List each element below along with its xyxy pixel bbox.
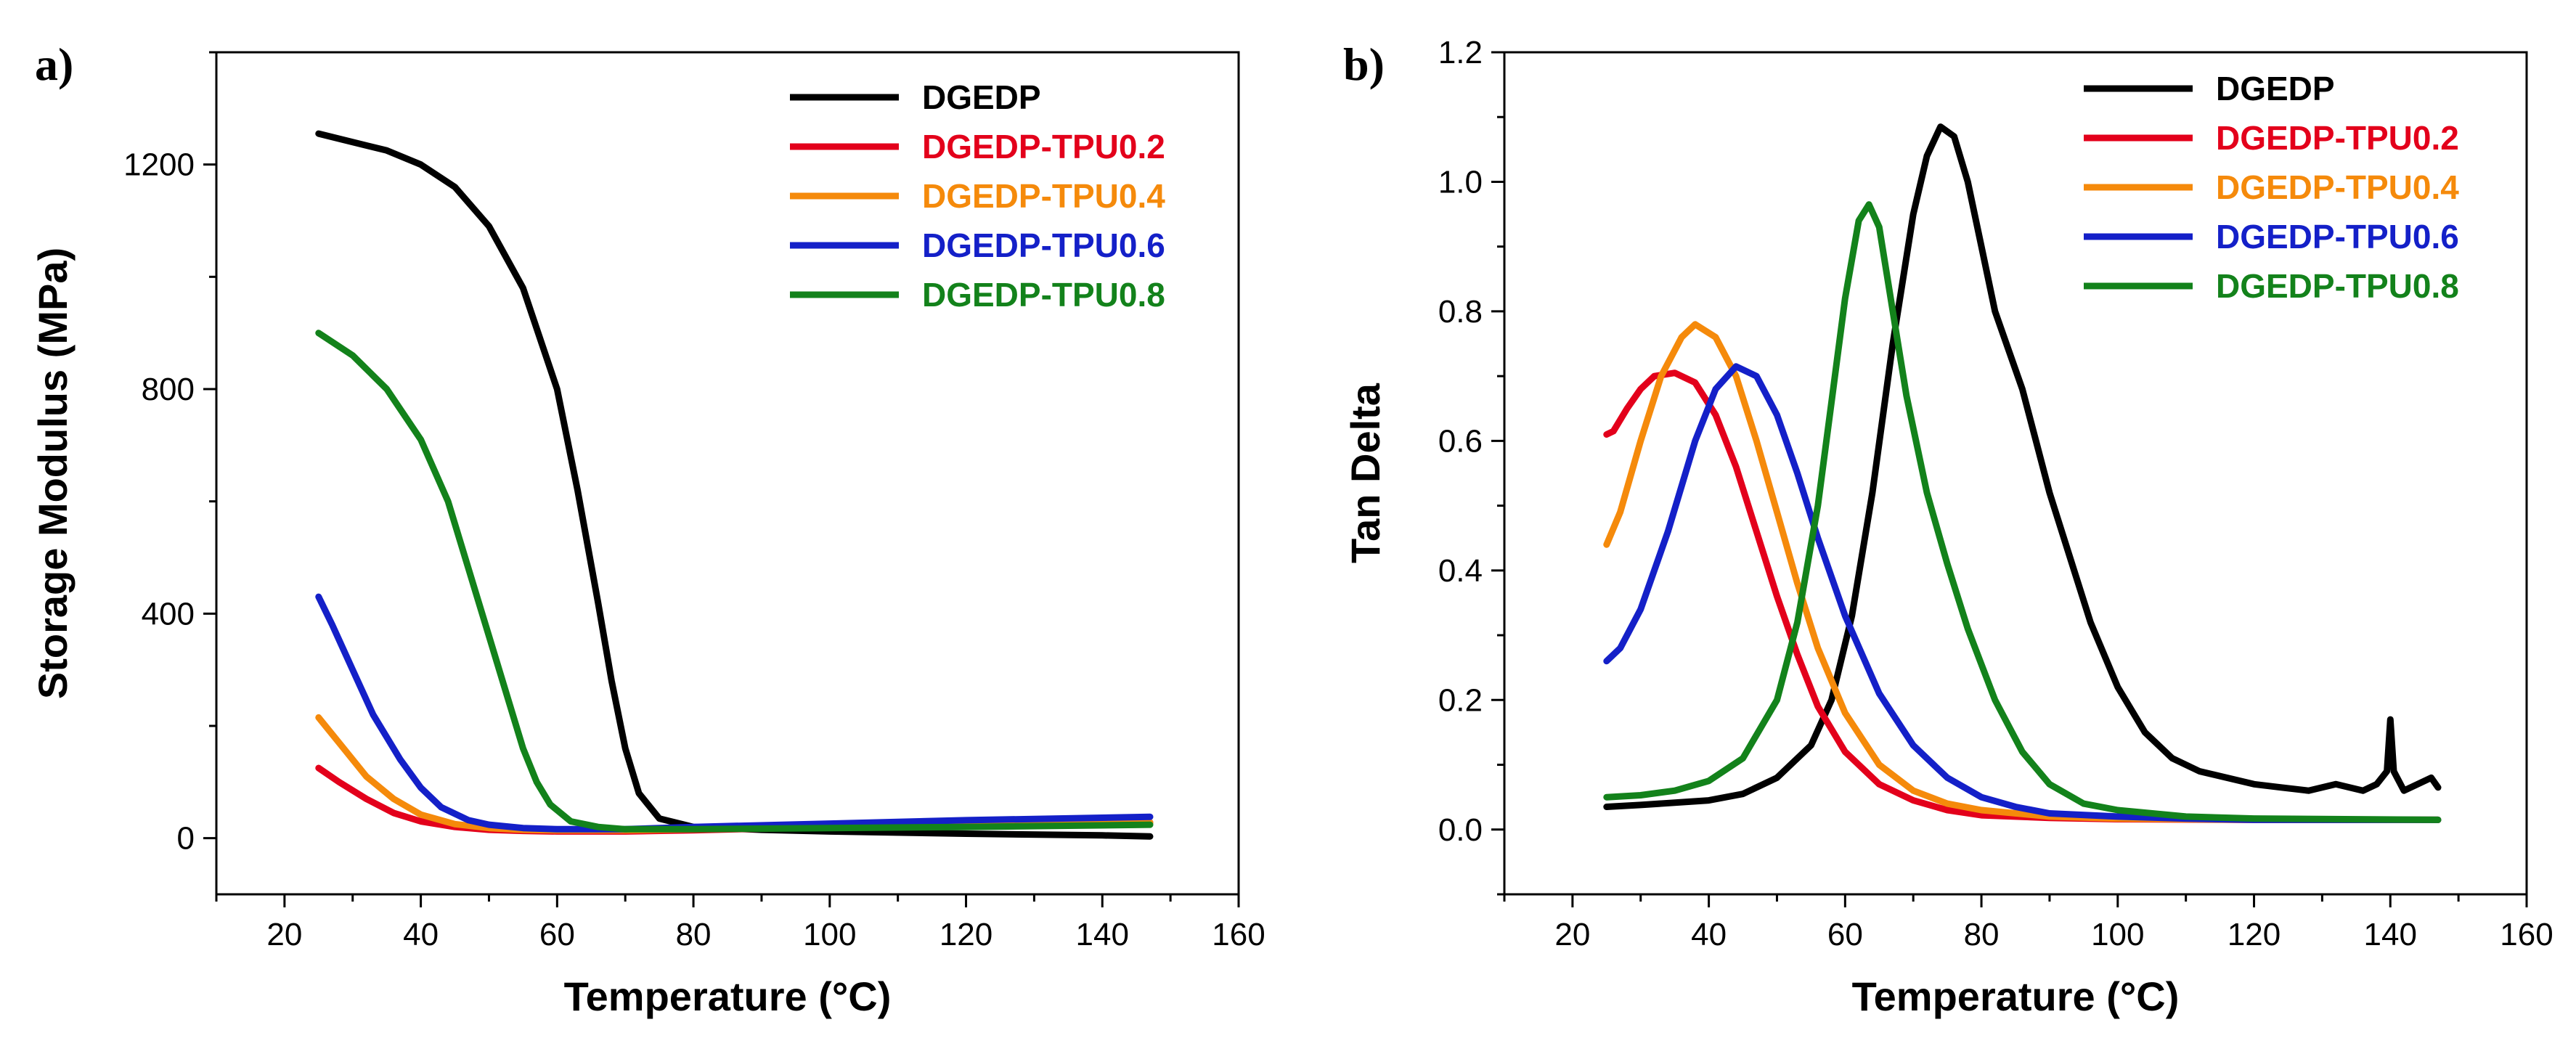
x-tick-label: 140: [2364, 917, 2417, 952]
x-tick-label: 80: [1964, 917, 2000, 952]
x-tick-label: 100: [803, 917, 856, 952]
x-tick-label: 140: [1076, 917, 1129, 952]
y-tick-label: 800: [142, 372, 195, 407]
y-tick-label: 1200: [123, 147, 195, 183]
x-tick-label: 40: [1691, 917, 1727, 952]
x-tick-label: 20: [266, 917, 302, 952]
legend-label: DGEDP-TPU0.6: [2216, 218, 2459, 256]
x-tick-label: 60: [1827, 917, 1863, 952]
x-tick-label: 100: [2091, 917, 2144, 952]
series-lines: [315, 130, 1154, 840]
y-tick-label: 0.0: [1438, 812, 1483, 848]
series-line-dgedp-tpu0-4: [1603, 321, 2442, 823]
series-line-dgedp-tpu0-6: [315, 593, 1154, 833]
x-axis-title: Temperature (°C): [1852, 973, 2180, 1019]
series-line-dgedp-tpu0-8: [315, 330, 1154, 833]
panel-label: b): [1343, 38, 1385, 90]
series-line-dgedp-tpu0-6: [1603, 363, 2442, 823]
x-tick-label: 20: [1554, 917, 1590, 952]
y-tick-label: 0.8: [1438, 294, 1483, 330]
panel-label: a): [35, 38, 73, 90]
x-tick-label: 80: [676, 917, 712, 952]
series-lines: [1603, 123, 2442, 823]
y-tick-label: 0.6: [1438, 423, 1483, 459]
legend-label: DGEDP-TPU0.2: [922, 128, 1165, 166]
panel-a-storage-modulus-chart: a) 20 40 60 80 100 120 140 160 0 400 800 1200 Tempera…: [30, 38, 1265, 1019]
legend: DGEDP DGEDP-TPU0.2 DGEDP-TPU0.4 DGEDP-TPU0.…: [2084, 70, 2459, 305]
y-tick-label: 1.0: [1438, 164, 1483, 200]
x-tick-label: 60: [539, 917, 575, 952]
legend-label: DGEDP-TPU0.4: [922, 177, 1165, 215]
x-tick-label: 160: [1212, 917, 1265, 952]
x-tick-label: 120: [2227, 917, 2281, 952]
y-tick-label: 0.4: [1438, 553, 1483, 589]
series-line-dgedp: [1603, 123, 2442, 810]
legend-label: DGEDP-TPU0.8: [2216, 267, 2459, 305]
y-tick-label: 400: [142, 596, 195, 632]
legend-label: DGEDP: [922, 78, 1041, 116]
panel-b-tan-delta-chart: b) 20 40 60 80 100 120 140 160 0.0 0.2 0.4 0.6 0.8 1.0…: [1342, 35, 2553, 1019]
y-axis-title: Tan Delta: [1342, 383, 1388, 563]
y-tick-label: 0: [177, 821, 195, 857]
legend-label: DGEDP-TPU0.6: [922, 226, 1165, 264]
y-tick-label: 0.2: [1438, 682, 1483, 718]
legend-label: DGEDP: [2216, 70, 2335, 107]
y-tick-label: 1.2: [1438, 35, 1483, 70]
x-tick-label: 40: [403, 917, 439, 952]
plot-frame: [1503, 51, 2528, 896]
y-axis-title: Storage Modulus (MPa): [30, 248, 76, 699]
plot-frame: [215, 51, 1240, 896]
legend-label: DGEDP-TPU0.8: [922, 276, 1165, 314]
legend: DGEDP DGEDP-TPU0.2 DGEDP-TPU0.4 DGEDP-TPU0.…: [790, 78, 1165, 314]
x-tick-label: 160: [2500, 917, 2553, 952]
legend-label: DGEDP-TPU0.4: [2216, 168, 2459, 206]
x-axis-title: Temperature (°C): [564, 973, 892, 1019]
series-line-dgedp-tpu0-8: [1603, 201, 2442, 823]
legend-label: DGEDP-TPU0.2: [2216, 119, 2459, 157]
x-tick-label: 120: [939, 917, 993, 952]
